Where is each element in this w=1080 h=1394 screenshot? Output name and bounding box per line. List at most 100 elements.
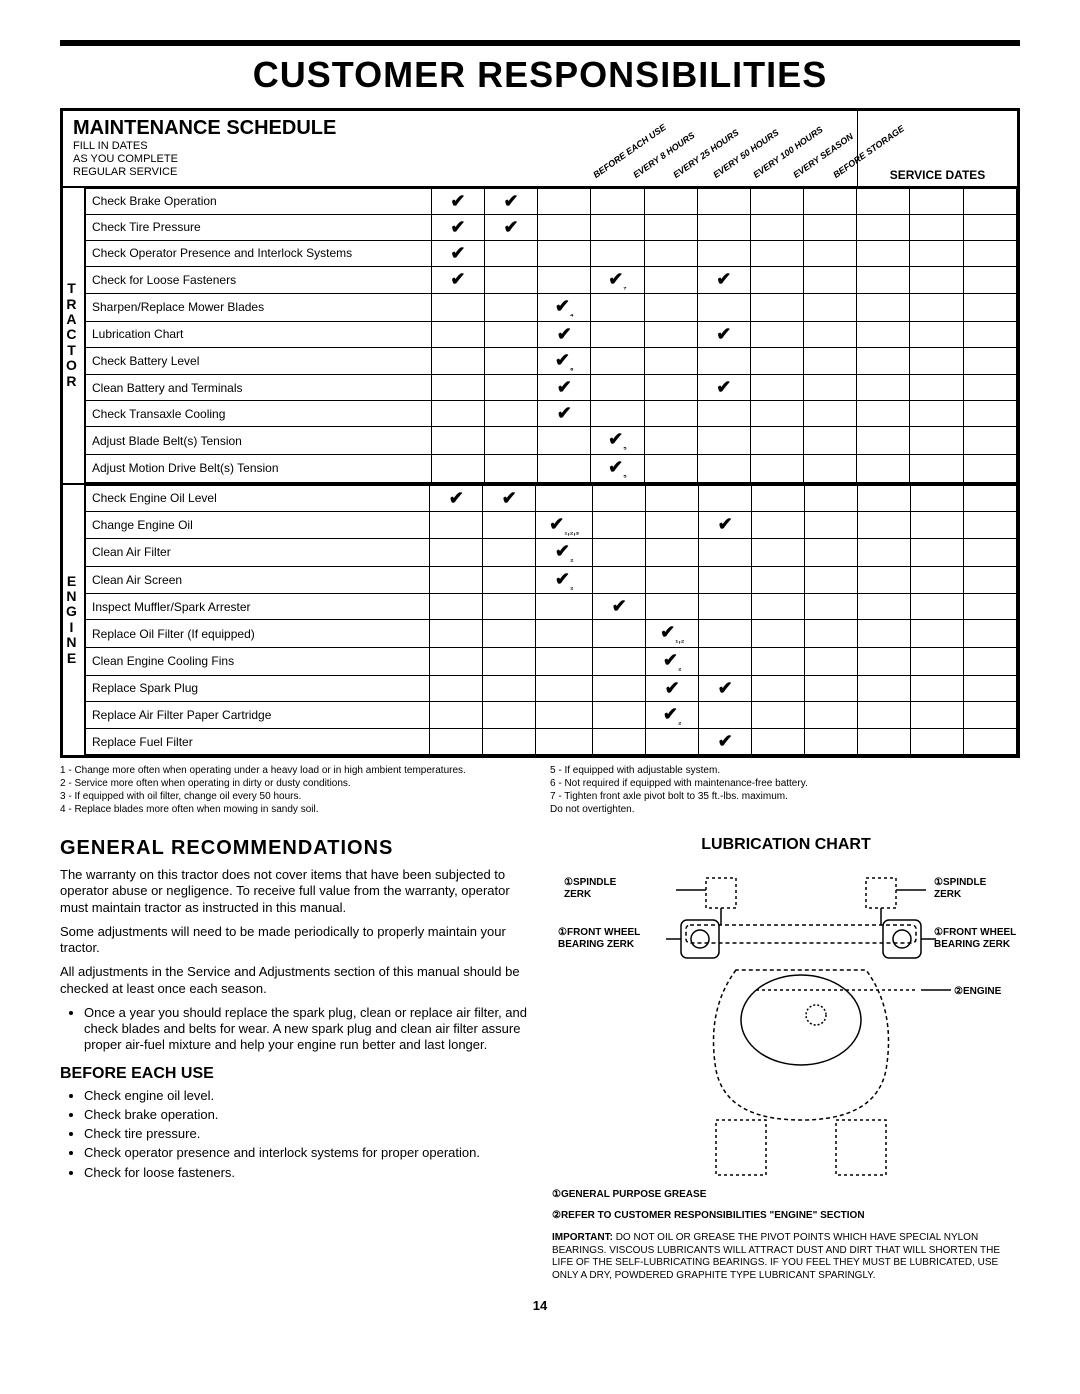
date-cell[interactable]: [910, 454, 963, 482]
date-cell[interactable]: [857, 454, 910, 482]
date-cell[interactable]: [804, 294, 857, 322]
date-cell[interactable]: [963, 675, 1016, 701]
schedule-row: Clean Engine Cooling Fins✔₂: [86, 647, 1017, 675]
date-cell[interactable]: [963, 620, 1016, 648]
date-cell[interactable]: [910, 729, 963, 755]
date-cell[interactable]: [963, 240, 1016, 266]
date-cell[interactable]: [857, 321, 910, 347]
date-cell[interactable]: [858, 566, 911, 594]
date-cell[interactable]: [858, 647, 911, 675]
date-cell[interactable]: [804, 188, 857, 214]
date-cell[interactable]: [804, 427, 857, 455]
schedule-sub3: REGULAR SERVICE: [73, 166, 567, 179]
task-cell: Clean Air Screen: [86, 566, 430, 594]
date-cell[interactable]: [963, 401, 1016, 427]
check-cell: ✔₄: [538, 294, 591, 322]
date-cell[interactable]: [858, 675, 911, 701]
date-cell[interactable]: [963, 375, 1016, 401]
date-cell[interactable]: [857, 375, 910, 401]
date-cell[interactable]: [910, 375, 963, 401]
date-cell[interactable]: [910, 266, 963, 294]
date-cell[interactable]: [857, 240, 910, 266]
date-cell[interactable]: [910, 647, 963, 675]
date-cell[interactable]: [910, 427, 963, 455]
date-cell[interactable]: [963, 729, 1016, 755]
date-cell[interactable]: [963, 647, 1016, 675]
date-cell[interactable]: [804, 347, 857, 375]
lower-columns: GENERAL RECOMMENDATIONS The warranty on …: [60, 836, 1020, 1282]
date-cell[interactable]: [963, 594, 1016, 620]
date-cell[interactable]: [910, 701, 963, 729]
date-cell[interactable]: [858, 729, 911, 755]
date-cell[interactable]: [804, 454, 857, 482]
date-cell[interactable]: [910, 594, 963, 620]
date-cell[interactable]: [910, 620, 963, 648]
date-cell[interactable]: [858, 620, 911, 648]
date-cell[interactable]: [804, 375, 857, 401]
date-cell[interactable]: [805, 675, 858, 701]
date-cell[interactable]: [857, 427, 910, 455]
date-cell[interactable]: [910, 566, 963, 594]
date-cell[interactable]: [963, 539, 1016, 567]
check-cell: [431, 427, 484, 455]
date-cell[interactable]: [857, 214, 910, 240]
date-cell[interactable]: [910, 347, 963, 375]
date-cell[interactable]: [805, 539, 858, 567]
date-cell[interactable]: [963, 454, 1016, 482]
footnote: 6 - Not required if equipped with mainte…: [550, 777, 1020, 790]
date-cell[interactable]: [858, 539, 911, 567]
date-cell[interactable]: [858, 701, 911, 729]
date-cell[interactable]: [963, 321, 1016, 347]
date-cell[interactable]: [805, 620, 858, 648]
date-cell[interactable]: [805, 647, 858, 675]
date-cell[interactable]: [804, 240, 857, 266]
date-cell[interactable]: [910, 539, 963, 567]
date-cell[interactable]: [857, 347, 910, 375]
date-cell[interactable]: [963, 347, 1016, 375]
date-cell[interactable]: [805, 701, 858, 729]
date-cell[interactable]: [963, 188, 1016, 214]
date-cell[interactable]: [858, 594, 911, 620]
date-cell[interactable]: [857, 266, 910, 294]
date-cell[interactable]: [963, 701, 1016, 729]
date-cell[interactable]: [805, 729, 858, 755]
date-cell[interactable]: [805, 485, 858, 511]
date-cell[interactable]: [910, 214, 963, 240]
date-cell[interactable]: [858, 485, 911, 511]
date-cell[interactable]: [963, 294, 1016, 322]
date-cell[interactable]: [804, 266, 857, 294]
schedule-row: Clean Air Screen✔₂: [86, 566, 1017, 594]
date-cell[interactable]: [910, 240, 963, 266]
schedule-row: Sharpen/Replace Mower Blades✔₄: [86, 294, 1017, 322]
date-cell[interactable]: [805, 566, 858, 594]
date-cell[interactable]: [963, 566, 1016, 594]
date-cell[interactable]: [910, 511, 963, 539]
date-cell[interactable]: [963, 427, 1016, 455]
date-cell[interactable]: [910, 294, 963, 322]
check-cell: [699, 485, 752, 511]
date-cell[interactable]: [910, 485, 963, 511]
check-cell: [591, 188, 644, 214]
date-cell[interactable]: [804, 401, 857, 427]
date-cell[interactable]: [857, 294, 910, 322]
date-cell[interactable]: [857, 188, 910, 214]
date-cell[interactable]: [963, 214, 1016, 240]
date-cell[interactable]: [805, 511, 858, 539]
check-cell: [538, 454, 591, 482]
date-cell[interactable]: [910, 401, 963, 427]
date-cell[interactable]: [963, 511, 1016, 539]
date-cell[interactable]: [858, 511, 911, 539]
date-cell[interactable]: [910, 321, 963, 347]
date-cell[interactable]: [804, 321, 857, 347]
date-cell[interactable]: [963, 266, 1016, 294]
check-cell: [593, 539, 646, 567]
date-cell[interactable]: [804, 214, 857, 240]
date-cell[interactable]: [963, 485, 1016, 511]
date-cell[interactable]: [910, 188, 963, 214]
date-cell[interactable]: [805, 594, 858, 620]
check-cell: [697, 427, 750, 455]
label-frontwheel-l: ①FRONT WHEEL: [558, 927, 640, 938]
date-cell[interactable]: [910, 675, 963, 701]
date-cell[interactable]: [857, 401, 910, 427]
check-cell: [484, 427, 537, 455]
